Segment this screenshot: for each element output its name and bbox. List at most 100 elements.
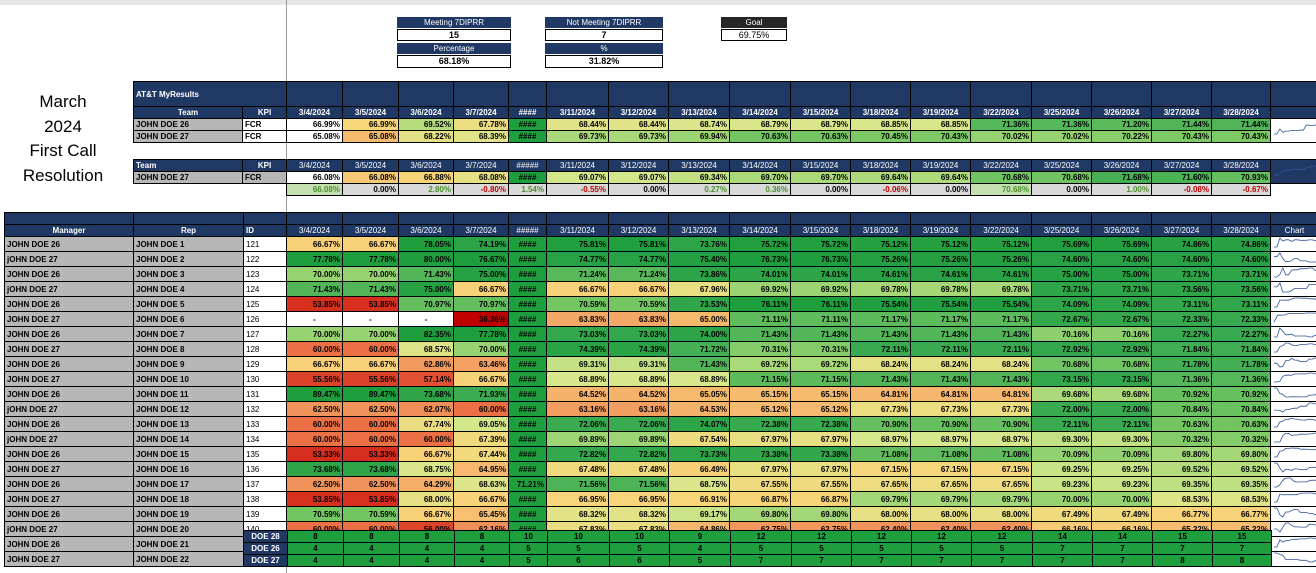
team-value-cell[interactable]: 69.94% <box>668 130 730 143</box>
rep-value-cell[interactable]: 72.38% <box>729 416 791 432</box>
rep-value-cell[interactable]: 75.69% <box>1091 236 1152 252</box>
count-cell[interactable]: 8 <box>1212 554 1272 567</box>
rep-value-cell[interactable]: 60.00% <box>286 341 343 357</box>
team-value-cell[interactable]: 71.20% <box>1091 118 1152 131</box>
team-value-cell[interactable]: 69.34% <box>668 171 730 184</box>
team-value-cell[interactable]: #### <box>508 171 547 184</box>
count-cell[interactable]: 7 <box>1212 542 1272 555</box>
rep-value-cell[interactable]: 70.59% <box>608 296 669 312</box>
rep-value-cell[interactable]: 69.30% <box>1091 431 1152 447</box>
team-value-cell[interactable]: 67.78% <box>453 118 509 131</box>
rep-value-cell[interactable]: 74.60% <box>1151 251 1212 267</box>
rep-value-cell[interactable]: 73.56% <box>1211 281 1271 297</box>
team-value-cell[interactable]: 65.08% <box>286 130 343 143</box>
rep-value-cell[interactable]: 75.00% <box>1091 266 1152 282</box>
rep-value-cell[interactable]: 60.00% <box>453 401 509 417</box>
rep-value-cell[interactable]: 76.73% <box>790 251 851 267</box>
rep-value-cell[interactable]: 66.77% <box>1151 506 1212 522</box>
rep-value-cell[interactable]: 70.09% <box>1031 446 1092 462</box>
pct-value[interactable]: 31.82% <box>545 55 663 68</box>
rep-value-cell[interactable]: 75.12% <box>910 236 971 252</box>
rep-value-cell[interactable]: 65.45% <box>453 506 509 522</box>
rep-value-cell[interactable]: #### <box>508 461 547 477</box>
rep-value-cell[interactable]: 71.93% <box>453 386 509 402</box>
rep-value-cell[interactable]: 67.74% <box>398 416 454 432</box>
rep-value-cell[interactable]: 68.00% <box>850 506 911 522</box>
rep-value-cell[interactable]: 69.80% <box>1211 446 1271 462</box>
team-value-cell[interactable]: 70.02% <box>970 130 1032 143</box>
rep-value-cell[interactable]: 68.97% <box>910 431 971 447</box>
rep-value-cell[interactable]: 69.25% <box>1091 461 1152 477</box>
rep-value-cell[interactable]: 67.15% <box>910 461 971 477</box>
rep-value-cell[interactable]: 62.50% <box>342 476 399 492</box>
rep-value-cell[interactable]: 74.09% <box>1091 296 1152 312</box>
rep-value-cell[interactable]: 36.36% <box>453 311 509 327</box>
rep-value-cell[interactable]: 72.11% <box>910 341 971 357</box>
count-cell[interactable]: 6 <box>609 554 670 567</box>
rep-value-cell[interactable]: 64.53% <box>668 401 730 417</box>
team-value-cell[interactable]: 70.93% <box>1211 171 1271 184</box>
team-value-cell[interactable]: 68.39% <box>453 130 509 143</box>
count-cell[interactable]: 15 <box>1212 530 1272 543</box>
rep-value-cell[interactable]: 72.00% <box>1031 401 1092 417</box>
rep-value-cell[interactable]: 67.97% <box>790 461 851 477</box>
count-cell[interactable]: 4 <box>399 554 455 567</box>
rep-value-cell[interactable]: 64.95% <box>453 461 509 477</box>
rep-value-cell[interactable]: 71.15% <box>790 371 851 387</box>
rep-value-cell[interactable]: 74.09% <box>1031 296 1092 312</box>
rep-value-cell[interactable]: 67.97% <box>729 431 791 447</box>
rep-value-cell[interactable]: 80.00% <box>398 251 454 267</box>
rep-value-cell[interactable]: 70.90% <box>970 416 1032 432</box>
rep-value-cell[interactable]: 73.11% <box>1151 296 1212 312</box>
rep-value-cell[interactable]: 70.97% <box>398 296 454 312</box>
rep-value-cell[interactable]: 75.00% <box>1031 266 1092 282</box>
rep-value-cell[interactable]: 70.59% <box>546 296 609 312</box>
rep-value-cell[interactable]: 67.97% <box>790 431 851 447</box>
rep-value-cell[interactable]: 74.61% <box>970 266 1032 282</box>
rep-value-cell[interactable]: 72.11% <box>1091 416 1152 432</box>
rep-value-cell[interactable]: 72.92% <box>1091 341 1152 357</box>
count-cell[interactable]: 4 <box>343 542 400 555</box>
count-cell[interactable]: 5 <box>509 542 548 555</box>
rep-value-cell[interactable]: 70.00% <box>342 326 399 342</box>
rep-value-cell[interactable]: 66.67% <box>342 356 399 372</box>
rep-value-cell[interactable]: 66.95% <box>608 491 669 507</box>
count-cell[interactable]: 12 <box>791 530 852 543</box>
rep-value-cell[interactable]: 71.43% <box>970 371 1032 387</box>
rep-value-cell[interactable]: 73.15% <box>1031 371 1092 387</box>
rep-value-cell[interactable]: 67.55% <box>790 476 851 492</box>
rep-value-cell[interactable]: 75.00% <box>398 281 454 297</box>
rep-value-cell[interactable]: 55.56% <box>342 371 399 387</box>
count-cell[interactable]: 8 <box>454 530 510 543</box>
rep-value-cell[interactable]: 71.11% <box>729 311 791 327</box>
rep-value-cell[interactable]: 73.38% <box>729 446 791 462</box>
rep-value-cell[interactable]: 70.00% <box>1031 491 1092 507</box>
rep-value-cell[interactable]: 74.01% <box>790 266 851 282</box>
rep-value-cell[interactable]: 67.49% <box>1091 506 1152 522</box>
rep-value-cell[interactable]: 71.56% <box>546 476 609 492</box>
rep-value-cell[interactable]: 53.33% <box>286 446 343 462</box>
rep-value-cell[interactable]: 71.21% <box>508 476 547 492</box>
rep-value-cell[interactable]: 67.96% <box>668 281 730 297</box>
count-cell[interactable]: 4 <box>287 542 344 555</box>
rep-value-cell[interactable]: 70.63% <box>1211 416 1271 432</box>
rep-value-cell[interactable]: 74.77% <box>608 251 669 267</box>
rep-value-cell[interactable]: 60.00% <box>342 431 399 447</box>
rep-value-cell[interactable]: 64.81% <box>970 386 1032 402</box>
rep-value-cell[interactable]: 73.68% <box>398 386 454 402</box>
rep-value-cell[interactable]: 70.92% <box>1151 386 1212 402</box>
rep-value-cell[interactable]: 60.00% <box>398 431 454 447</box>
team-value-cell[interactable]: 68.85% <box>910 118 971 131</box>
rep-value-cell[interactable]: 67.49% <box>1031 506 1092 522</box>
rep-value-cell[interactable]: 70.84% <box>1211 401 1271 417</box>
rep-value-cell[interactable]: 68.53% <box>1151 491 1212 507</box>
rep-value-cell[interactable]: 73.56% <box>1151 281 1212 297</box>
team-value-cell[interactable]: 70.45% <box>850 130 911 143</box>
rep-value-cell[interactable]: 72.82% <box>546 446 609 462</box>
rep-value-cell[interactable]: #### <box>508 491 547 507</box>
rep-value-cell[interactable]: 73.03% <box>608 326 669 342</box>
rep-value-cell[interactable]: 67.65% <box>850 476 911 492</box>
rep-value-cell[interactable]: 66.67% <box>286 356 343 372</box>
rep-value-cell[interactable]: 75.26% <box>910 251 971 267</box>
count-cell[interactable]: 7 <box>1152 542 1213 555</box>
